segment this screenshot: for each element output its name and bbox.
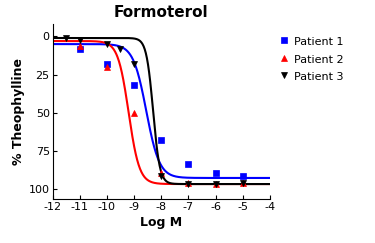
Patient 3 (213, 182, 218, 185)
Patient 1 (241, 175, 245, 178)
Patient 1 (213, 172, 218, 175)
Patient 3 (159, 175, 164, 178)
Legend: Patient 1, Patient 2, Patient 3: Patient 1, Patient 2, Patient 3 (278, 33, 346, 84)
Line: Patient 3: Patient 3 (63, 35, 246, 188)
Patient 2 (159, 172, 164, 175)
Patient 1 (132, 84, 136, 87)
Patient 3 (105, 43, 109, 45)
Patient 2 (105, 65, 109, 68)
Patient 2 (77, 44, 82, 47)
Patient 2 (213, 182, 218, 185)
Patient 2 (186, 181, 190, 184)
Patient 1 (105, 62, 109, 65)
Patient 1 (77, 47, 82, 50)
Patient 3 (186, 182, 190, 185)
Patient 2 (241, 181, 245, 184)
Patient 3 (64, 36, 68, 39)
Patient 3 (241, 181, 245, 184)
Patient 1 (186, 163, 190, 166)
Patient 3 (132, 62, 136, 65)
Patient 3 (77, 38, 82, 41)
Patient 2 (132, 111, 136, 114)
Y-axis label: % Theophylline: % Theophylline (12, 58, 24, 165)
Patient 3 (118, 47, 123, 50)
Title: Formoterol: Formoterol (114, 5, 209, 20)
Patient 1 (159, 139, 164, 141)
Line: Patient 1: Patient 1 (76, 45, 246, 180)
Line: Patient 2: Patient 2 (76, 42, 246, 188)
X-axis label: Log M: Log M (140, 216, 182, 229)
